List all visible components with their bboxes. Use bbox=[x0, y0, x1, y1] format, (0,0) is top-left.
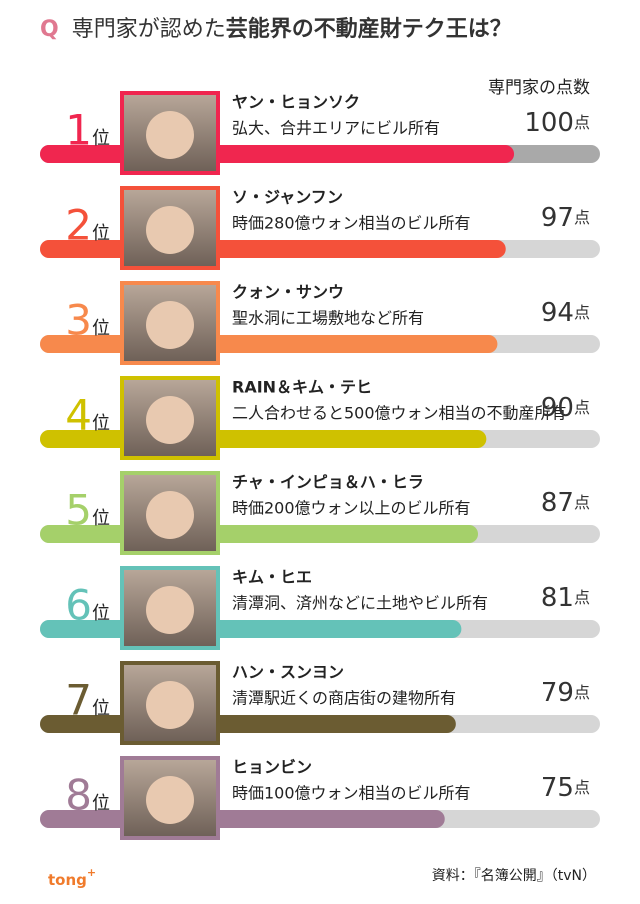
photo-face bbox=[146, 301, 194, 349]
rank: 1 bbox=[65, 106, 92, 155]
score-value: 100 bbox=[524, 108, 574, 138]
logo-text: tong bbox=[48, 871, 87, 889]
rank-suffix: 位 bbox=[92, 698, 110, 719]
title-bold: 芸能界の不動産財テク王は？ bbox=[226, 16, 512, 42]
source: 資料：『名簿公開』（tvN） bbox=[432, 868, 596, 884]
rank-suffix: 位 bbox=[92, 793, 110, 814]
rank: 2 bbox=[65, 201, 92, 250]
score-value: 90 bbox=[541, 393, 574, 423]
score-suffix: 点 bbox=[574, 493, 590, 512]
score: 79点 bbox=[541, 678, 590, 708]
score-suffix: 点 bbox=[574, 113, 590, 132]
rank: 6 bbox=[65, 581, 92, 630]
rank: 5 bbox=[65, 486, 92, 535]
score: 97点 bbox=[541, 203, 590, 233]
name: ソ・ジャンフン bbox=[232, 188, 343, 207]
description: 清潭駅近くの商店街の建物所有 bbox=[232, 689, 456, 708]
description: 時価100億ウォン相当のビル所有 bbox=[232, 784, 471, 803]
description: 清潭洞、済州などに土地やビル所有 bbox=[232, 594, 488, 613]
score-value: 87 bbox=[541, 488, 574, 518]
photo bbox=[120, 281, 220, 365]
description: 時価200億ウォン以上のビル所有 bbox=[232, 499, 471, 518]
name: RAIN＆キム・テヒ bbox=[232, 378, 372, 397]
logo-mark: + bbox=[87, 866, 96, 879]
bar bbox=[40, 145, 515, 163]
name: ヒョンビン bbox=[232, 758, 312, 777]
rank: 7 bbox=[65, 676, 92, 725]
score: 94点 bbox=[541, 298, 590, 328]
chart-title: Q 専門家が認めた芸能界の不動産財テク王は？ bbox=[40, 16, 512, 42]
score-suffix: 点 bbox=[574, 208, 590, 227]
name: キム・ヒエ bbox=[232, 568, 312, 587]
score-value: 75 bbox=[541, 773, 574, 803]
rank: 8 bbox=[65, 771, 92, 820]
name: チャ・インピョ＆ハ・ヒラ bbox=[232, 473, 424, 492]
photo-face bbox=[146, 681, 194, 729]
description: 聖水洞に工場敷地など所有 bbox=[232, 309, 424, 328]
score-suffix: 点 bbox=[574, 588, 590, 607]
photo-face bbox=[146, 111, 194, 159]
score-suffix: 点 bbox=[574, 398, 590, 417]
photo-face bbox=[146, 776, 194, 824]
score-value: 81 bbox=[541, 583, 574, 613]
name: ハン・スンヨン bbox=[232, 663, 344, 682]
score: 90点 bbox=[541, 393, 590, 423]
photo-face bbox=[146, 396, 194, 444]
score: 81点 bbox=[541, 583, 590, 613]
score-suffix: 点 bbox=[574, 778, 590, 797]
rank-suffix: 位 bbox=[92, 223, 110, 244]
photo-face bbox=[146, 491, 194, 539]
score: 75点 bbox=[541, 773, 590, 803]
title-mark: Q bbox=[40, 17, 59, 42]
name: クォン・サンウ bbox=[232, 283, 344, 302]
score-value: 97 bbox=[541, 203, 574, 233]
photo bbox=[120, 566, 220, 650]
title-plain: 専門家が認めた bbox=[72, 17, 226, 42]
rank-suffix: 位 bbox=[92, 413, 110, 434]
rank-suffix: 位 bbox=[92, 128, 110, 149]
score-value: 94 bbox=[541, 298, 574, 328]
score-header: 専門家の点数 bbox=[488, 78, 590, 98]
score-suffix: 点 bbox=[574, 303, 590, 322]
photo-face bbox=[146, 206, 194, 254]
score-suffix: 点 bbox=[574, 683, 590, 702]
description: 時価280億ウォン相当のビル所有 bbox=[232, 214, 471, 233]
rank-suffix: 位 bbox=[92, 318, 110, 339]
rank-suffix: 位 bbox=[92, 508, 110, 529]
photo-face bbox=[146, 586, 194, 634]
description: 二人合わせると500億ウォン相当の不動産所有 bbox=[232, 404, 567, 423]
description: 弘大、合井エリアにビル所有 bbox=[232, 119, 440, 138]
score: 87点 bbox=[541, 488, 590, 518]
score-value: 79 bbox=[541, 678, 574, 708]
rank: 3 bbox=[65, 296, 92, 345]
photo bbox=[120, 186, 220, 270]
logo: tong+ bbox=[48, 866, 96, 889]
score: 100点 bbox=[524, 108, 590, 138]
rank-suffix: 位 bbox=[92, 603, 110, 624]
rank: 4 bbox=[65, 391, 92, 440]
name: ヤン・ヒョンソク bbox=[232, 93, 360, 112]
